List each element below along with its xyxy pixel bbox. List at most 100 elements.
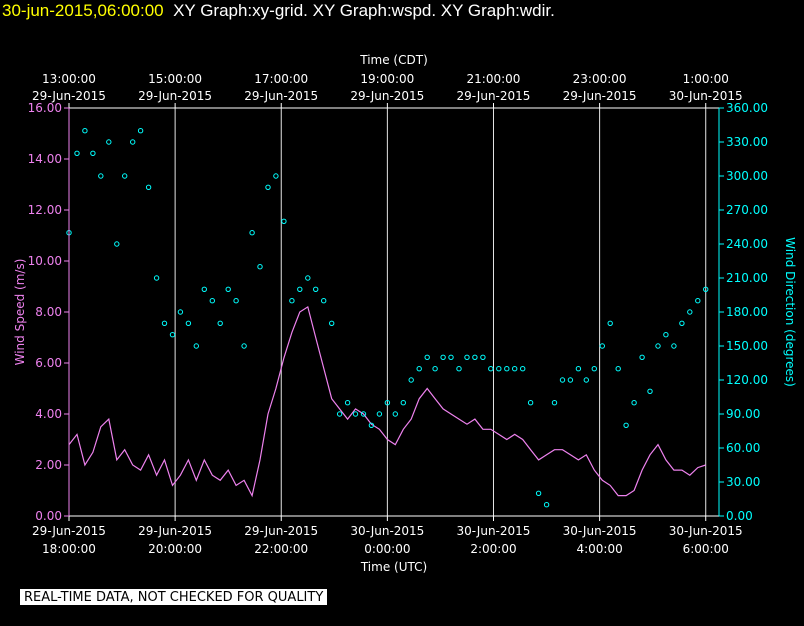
right-axis-label: Wind Direction (degrees) (783, 237, 797, 387)
right-tick-label: 180.00 (726, 305, 768, 319)
wind-direction-point (233, 298, 239, 304)
bottom-tick-time: 20:00:00 (148, 542, 202, 556)
wind-direction-point (472, 354, 478, 360)
right-tick-label: 330.00 (726, 135, 768, 149)
wind-direction-point (671, 343, 677, 349)
wind-direction-point (599, 343, 605, 349)
bottom-tick-time: 22:00:00 (254, 542, 308, 556)
wind-direction-point (512, 366, 518, 372)
wind-direction-point (575, 366, 582, 372)
wind-direction-point (695, 298, 701, 304)
bottom-tick-date: 30-Jun-2015 (563, 524, 637, 538)
wind-direction-point (464, 354, 470, 360)
wind-direction-point (480, 354, 486, 360)
wind-direction-point (408, 377, 414, 383)
wind-direction-point (273, 173, 279, 179)
left-tick-label: 14.00 (28, 152, 62, 166)
wind-direction-point (297, 286, 303, 292)
quality-disclaimer: REAL-TIME DATA, NOT CHECKED FOR QUALITY (20, 589, 328, 605)
wind-direction-point (217, 320, 223, 326)
wind-direction-point (122, 173, 128, 179)
bottom-tick-time: 0:00:00 (364, 542, 410, 556)
wind-direction-point (583, 377, 589, 383)
wind-direction-point (663, 332, 669, 338)
bottom-tick-time: 18:00:00 (42, 542, 96, 556)
top-tick-date: 29-Jun-2015 (138, 89, 212, 103)
wind-direction-point (313, 286, 319, 292)
wind-direction-point (137, 128, 144, 134)
left-tick-label: 8.00 (35, 305, 62, 319)
right-tick-label: 30.00 (726, 475, 760, 489)
top-tick-date: 29-Jun-2015 (244, 89, 318, 103)
header-timestamp: 30-jun-2015,06:00:00 (2, 1, 164, 20)
wind-direction-point (488, 366, 494, 372)
wind-direction-point (98, 173, 104, 179)
wind-direction-point (639, 354, 645, 360)
wind-direction-point (591, 366, 597, 372)
top-tick-date: 29-Jun-2015 (563, 89, 637, 103)
right-tick-label: 150.00 (726, 339, 768, 353)
wind-direction-point (241, 343, 247, 349)
right-tick-label: 120.00 (726, 373, 768, 387)
bottom-axis-label: Time (UTC) (360, 560, 427, 574)
top-tick-date: 30-Jun-2015 (669, 89, 743, 103)
wind-direction-point (185, 320, 192, 326)
left-tick-label: 16.00 (28, 101, 62, 115)
wind-direction-point (360, 411, 367, 417)
wind-direction-point (400, 400, 406, 406)
top-tick-time: 1:00:00 (683, 72, 729, 86)
wind-direction-point (90, 150, 96, 157)
bottom-tick-date: 29-Jun-2015 (244, 524, 318, 538)
wind-direction-point (424, 354, 430, 360)
wind-direction-point (368, 422, 375, 428)
right-tick-label: 0.00 (726, 509, 753, 523)
top-tick-date: 29-Jun-2015 (350, 89, 424, 103)
wind-speed-line (68, 305, 706, 498)
wind-direction-point (384, 400, 391, 406)
wind-direction-point (631, 400, 637, 406)
bottom-tick-time: 4:00:00 (576, 542, 622, 556)
wind-direction-point (496, 366, 502, 372)
wind-direction-point (114, 241, 120, 247)
wind-direction-point (623, 422, 629, 428)
wind-direction-point (257, 264, 263, 270)
wind-direction-point (106, 139, 112, 145)
top-tick-time: 17:00:00 (254, 72, 308, 86)
right-tick-label: 60.00 (726, 441, 760, 455)
wind-direction-point (153, 275, 160, 281)
wind-direction-point (392, 411, 398, 417)
wind-direction-point (169, 332, 176, 338)
right-tick-label: 300.00 (726, 169, 768, 183)
right-tick-label: 270.00 (726, 203, 768, 217)
wind-direction-point (305, 275, 311, 281)
top-tick-time: 23:00:00 (573, 72, 627, 86)
wind-direction-point (416, 366, 422, 372)
top-tick-date: 29-Jun-2015 (32, 89, 106, 103)
wind-direction-point (352, 411, 359, 417)
wind-direction-point (687, 309, 693, 315)
wind-direction-point (74, 150, 80, 157)
wind-direction-point (225, 286, 231, 292)
top-axis-label: Time (CDT) (359, 53, 428, 67)
bottom-tick-date: 29-Jun-2015 (32, 524, 106, 538)
right-tick-label: 240.00 (726, 237, 768, 251)
wind-direction-point (432, 366, 438, 372)
wind-direction-point (329, 320, 335, 326)
bottom-tick-date: 29-Jun-2015 (138, 524, 212, 538)
wind-direction-point (551, 400, 558, 406)
bottom-tick-time: 6:00:00 (683, 542, 729, 556)
wind-direction-point (161, 320, 168, 326)
wind-direction-point (456, 366, 462, 372)
right-tick-label: 210.00 (726, 271, 768, 285)
top-tick-time: 19:00:00 (360, 72, 414, 86)
right-tick-label: 360.00 (726, 101, 768, 115)
top-tick-time: 13:00:00 (42, 72, 96, 86)
wind-direction-point (201, 286, 208, 292)
grid-lines (68, 108, 707, 516)
left-axis-label: Wind Speed (m/s) (13, 259, 27, 366)
wind-speed-series (68, 305, 706, 498)
wind-direction-point (376, 411, 383, 417)
wind-direction-point (145, 184, 152, 191)
left-tick-label: 12.00 (28, 203, 62, 217)
